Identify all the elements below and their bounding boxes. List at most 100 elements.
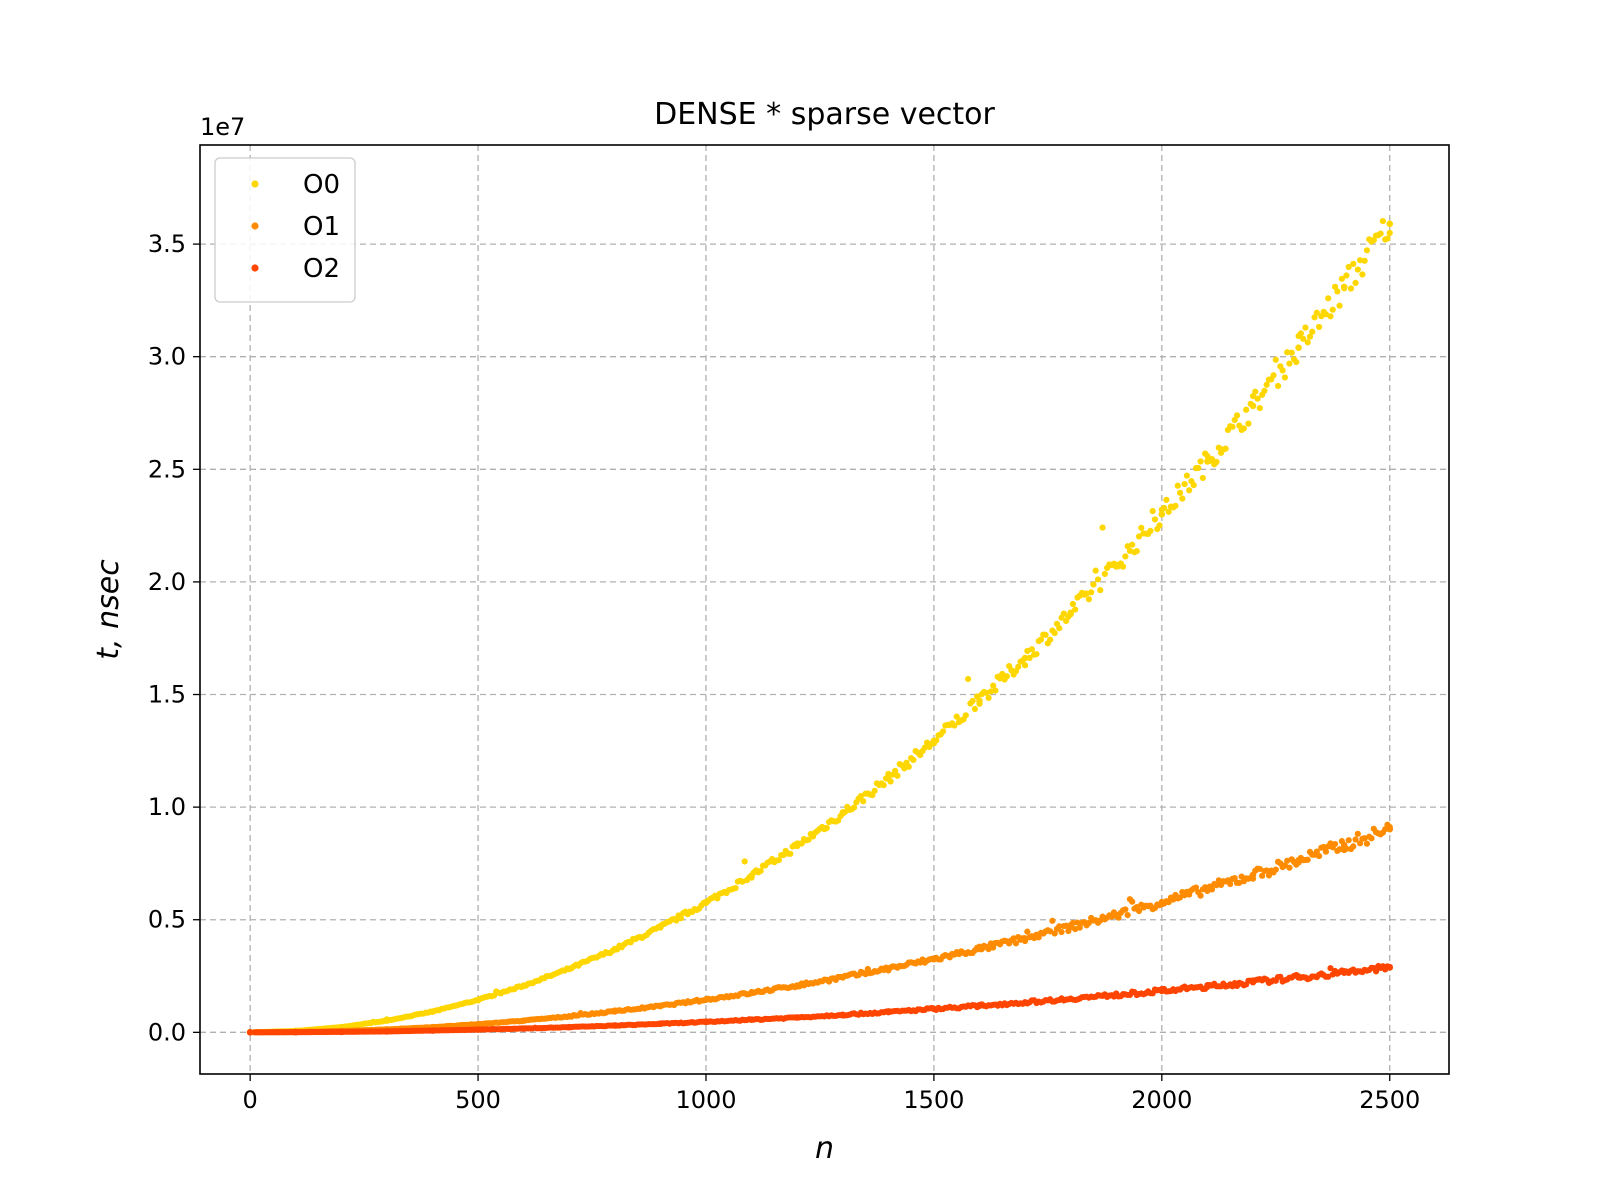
data-point <box>1279 367 1286 374</box>
data-point <box>1090 581 1097 588</box>
data-point <box>1363 247 1371 254</box>
data-point <box>1122 906 1129 913</box>
data-point <box>1197 892 1204 899</box>
data-point <box>1325 295 1332 302</box>
data-point <box>939 728 947 735</box>
data-point <box>1149 507 1156 515</box>
data-point <box>1151 516 1159 523</box>
data-point <box>1195 464 1202 472</box>
y-tick-label: 3.5 <box>148 230 186 258</box>
data-point <box>1065 927 1072 935</box>
data-point <box>1088 589 1095 596</box>
data-point <box>910 756 917 764</box>
data-point <box>880 782 887 789</box>
data-point <box>1315 852 1323 860</box>
data-point <box>953 713 960 720</box>
data-point <box>871 787 878 794</box>
data-point <box>894 772 901 779</box>
data-point <box>1060 610 1067 617</box>
data-point <box>1192 884 1200 891</box>
data-point <box>1076 924 1083 931</box>
legend-label: O0 <box>303 170 340 200</box>
data-point <box>1028 646 1036 653</box>
data-point <box>1165 899 1172 906</box>
data-point <box>677 915 685 922</box>
data-point <box>1019 657 1026 664</box>
data-point <box>1347 285 1355 292</box>
data-point <box>1372 968 1380 975</box>
y-tick-label: 0.0 <box>148 1018 186 1046</box>
data-point <box>1204 452 1211 460</box>
data-point <box>1183 472 1190 479</box>
data-point <box>1069 600 1077 608</box>
data-point <box>1094 576 1102 583</box>
data-point <box>1227 880 1234 888</box>
data-point <box>1037 636 1045 643</box>
data-point <box>1119 563 1127 570</box>
data-point <box>1274 382 1282 390</box>
data-point <box>246 1029 254 1036</box>
data-point <box>1138 524 1145 531</box>
legend-marker <box>251 180 259 188</box>
data-point <box>1331 283 1339 290</box>
data-point <box>1386 220 1394 228</box>
data-point <box>1049 917 1056 924</box>
plot-series <box>246 217 1394 1036</box>
data-point <box>1056 625 1063 632</box>
data-point <box>1252 388 1259 395</box>
data-point <box>787 850 794 857</box>
data-point <box>1265 872 1273 879</box>
data-point <box>1092 567 1099 574</box>
legend-label: O2 <box>303 254 340 284</box>
data-point <box>1058 928 1065 936</box>
data-point <box>1261 387 1268 395</box>
data-point <box>1024 928 1031 935</box>
x-axis-label: n <box>815 1131 834 1166</box>
data-point <box>1213 882 1220 889</box>
data-point <box>1115 914 1122 921</box>
data-point <box>1147 527 1154 534</box>
data-point <box>1304 339 1311 346</box>
data-point <box>1357 257 1364 264</box>
x-tick-label: 1000 <box>675 1086 736 1114</box>
data-point <box>1208 455 1216 463</box>
data-point <box>1181 480 1188 488</box>
legend-marker <box>251 222 259 230</box>
data-point <box>1133 548 1140 555</box>
data-point <box>1359 271 1366 278</box>
data-point <box>1368 835 1375 842</box>
data-point <box>1304 856 1311 863</box>
data-point <box>1331 840 1339 848</box>
data-point <box>1042 631 1049 638</box>
data-point <box>1345 837 1352 844</box>
data-point <box>892 767 899 774</box>
data-point <box>1229 423 1236 430</box>
data-point <box>1256 404 1263 412</box>
data-point <box>1343 272 1350 279</box>
axis-ticks: 0 500 1000 1500 2000 2500 0.0 0.5 1.0 1.5 2.0 2.5 3.… <box>148 230 1420 1114</box>
series-O0 <box>246 217 1394 1036</box>
data-point <box>1263 381 1270 388</box>
data-point <box>933 737 940 744</box>
data-point <box>1295 859 1302 866</box>
data-point <box>1099 524 1106 531</box>
chart-title: DENSE * sparse vector <box>654 97 995 132</box>
data-point <box>1186 487 1193 494</box>
data-point <box>1338 838 1345 845</box>
data-point <box>1179 495 1186 502</box>
data-point <box>757 867 764 875</box>
data-point <box>1272 866 1279 873</box>
series-O1 <box>246 821 1394 1036</box>
data-point <box>969 697 976 705</box>
data-point <box>1293 358 1300 366</box>
plot-frame <box>199 144 1450 1075</box>
legend-label: O1 <box>303 212 340 242</box>
data-point <box>1350 843 1357 850</box>
data-point <box>1074 919 1081 926</box>
data-point <box>1129 898 1136 905</box>
data-point <box>1213 458 1220 465</box>
legend-marker <box>251 264 259 272</box>
data-point <box>1135 907 1143 915</box>
data-point <box>860 798 867 805</box>
data-point <box>1056 923 1063 930</box>
